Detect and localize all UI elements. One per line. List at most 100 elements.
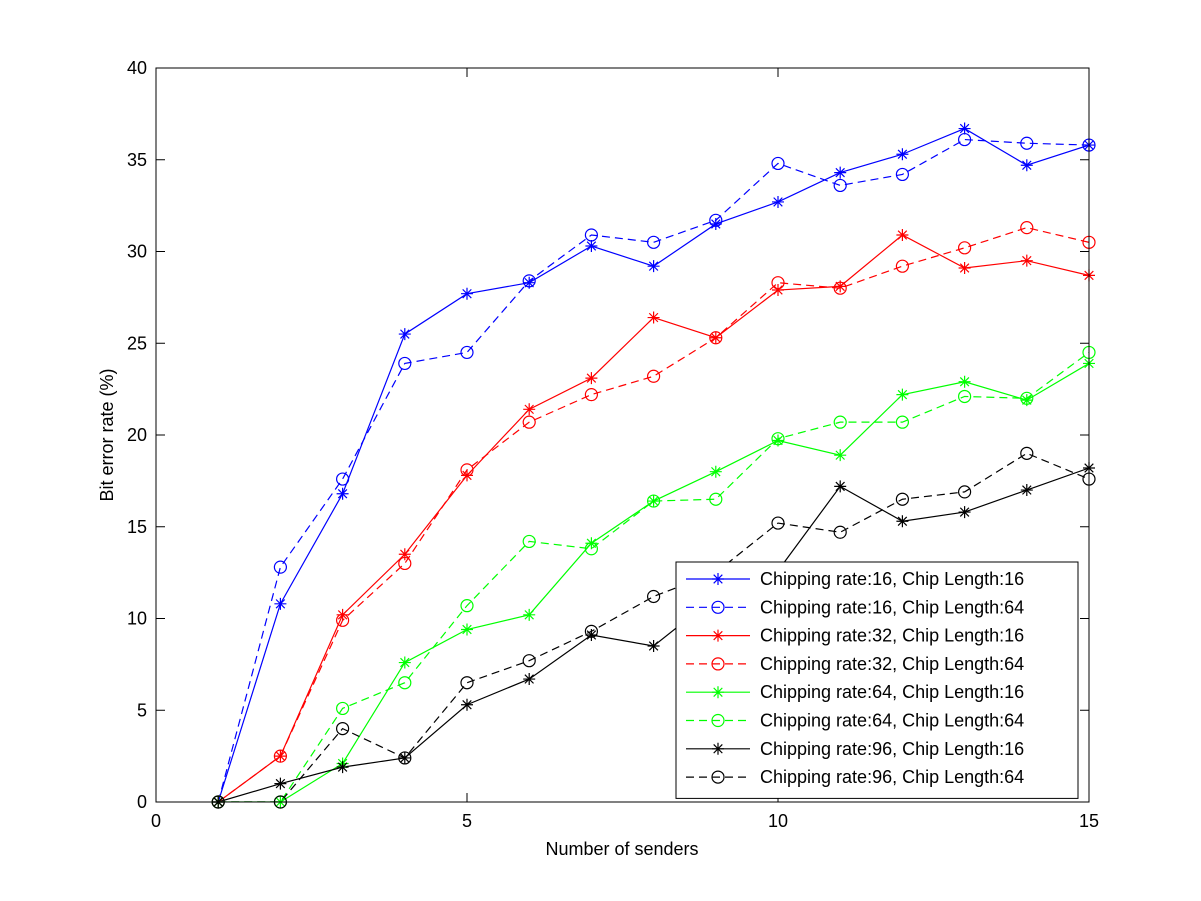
series-3-point (896, 228, 909, 241)
series-6-point (771, 432, 785, 446)
y-tick-label: 20 (127, 425, 147, 445)
series-6-point (584, 542, 599, 556)
legend-entry-label: Chipping rate:32, Chip Length:64 (760, 654, 1024, 674)
y-tick-label: 5 (137, 700, 147, 720)
series-4-point (771, 276, 785, 290)
legend-swatch-marker (712, 629, 724, 642)
series-line-6 (218, 351, 1089, 802)
series-8-point (833, 525, 847, 539)
series-3-point (958, 262, 971, 275)
series-4-point (398, 556, 412, 571)
series-7-point (647, 640, 660, 653)
series-5-point (398, 656, 411, 669)
legend-swatch-marker (712, 742, 724, 755)
series-1-point (709, 217, 722, 230)
series-6-point (398, 676, 412, 690)
series-8-point (771, 516, 785, 530)
series-5-point (896, 388, 909, 401)
series-7-point (523, 673, 536, 686)
series-4-point (584, 388, 599, 402)
series-5-point (647, 495, 660, 508)
y-tick-label: 25 (127, 333, 147, 353)
x-tick-label: 5 (462, 811, 472, 831)
series-3-point (523, 403, 536, 416)
series-3-point (709, 331, 722, 344)
legend-entry-label: Chipping rate:16, Chip Length:64 (760, 597, 1024, 617)
plot-area-frame (155, 67, 1090, 803)
series-2-point (336, 472, 350, 486)
legend-entry-label: Chipping rate:64, Chip Length:64 (760, 711, 1024, 731)
series-3-point (398, 548, 411, 561)
series-7-point (958, 506, 971, 519)
series-6-point (460, 599, 474, 613)
x-tick-label: 10 (768, 811, 788, 831)
series-1-point (958, 122, 971, 135)
series-6-point (709, 492, 723, 506)
series-8-point (584, 624, 599, 638)
series-5-point (834, 449, 847, 462)
series-1-point (772, 195, 784, 208)
series-1-point (896, 148, 909, 161)
series-1-point (647, 260, 660, 273)
legend-swatch-marker (711, 600, 725, 614)
series-4-point (522, 415, 536, 429)
series-1-point (523, 276, 536, 289)
series-line-2 (217, 138, 1089, 802)
series-5-point (523, 608, 536, 621)
series-line-8 (218, 452, 1089, 802)
legend-swatch-marker (711, 713, 725, 728)
legend-entry-label: Chipping rate:32, Chip Length:16 (760, 626, 1024, 646)
series-1-point (274, 597, 287, 610)
series-2-point (646, 235, 661, 249)
y-tick-label: 0 (137, 792, 147, 812)
series-2-point (709, 213, 723, 227)
series-2-point (1020, 136, 1034, 150)
series-2-point (833, 178, 847, 193)
series-7-point (461, 698, 473, 711)
legend-swatch-marker (711, 770, 725, 784)
legend: Chipping rate:16, Chip Length:16 Chipping… (675, 561, 1079, 799)
series-8-point (1020, 446, 1034, 460)
series-8-point (895, 492, 910, 506)
series-4-point (709, 331, 723, 345)
series-7-point (398, 751, 411, 764)
series-4-point (833, 281, 847, 295)
series-8-point (957, 485, 972, 499)
legend-entry-label: Chipping rate:96, Chip Length:64 (760, 767, 1024, 787)
series-8-point (398, 751, 412, 765)
series-4-point (336, 613, 350, 627)
series-1-point (461, 287, 473, 300)
series-1-point (585, 239, 598, 252)
series-8-point (646, 589, 661, 604)
legend-entry-label: Chipping rate:96, Chip Length:16 (760, 739, 1024, 759)
series-4-point (460, 463, 474, 477)
series-6-point (833, 415, 847, 429)
series-5-point (772, 434, 784, 447)
x-axis-label: Number of senders (545, 839, 698, 859)
series-1-point (398, 328, 411, 341)
series-6-point (646, 494, 661, 508)
series-7-point (896, 515, 909, 528)
y-tick-label: 15 (127, 517, 147, 537)
series-2-point (895, 167, 910, 182)
series-5-point (958, 375, 971, 388)
legend-box (675, 561, 1079, 799)
series-3-point (834, 280, 847, 293)
legend-entry-label: Chipping rate:16, Chip Length:16 (760, 569, 1024, 589)
y-tick-label: 40 (127, 58, 147, 78)
series-2-point (273, 560, 287, 574)
y-tick-label: 35 (127, 150, 147, 170)
legend-swatch-marker (712, 686, 724, 699)
series-3-point (772, 284, 784, 297)
series-6-point (522, 534, 536, 549)
series-5-point (461, 623, 473, 636)
series-7-point (274, 777, 287, 790)
legend-swatch-marker (712, 573, 724, 585)
series-2-point (771, 156, 785, 171)
series-1-point (834, 166, 847, 179)
series-4-point (273, 749, 287, 763)
series-4-point (646, 369, 661, 383)
series-8-point (460, 676, 474, 690)
series-7-point (585, 629, 598, 642)
